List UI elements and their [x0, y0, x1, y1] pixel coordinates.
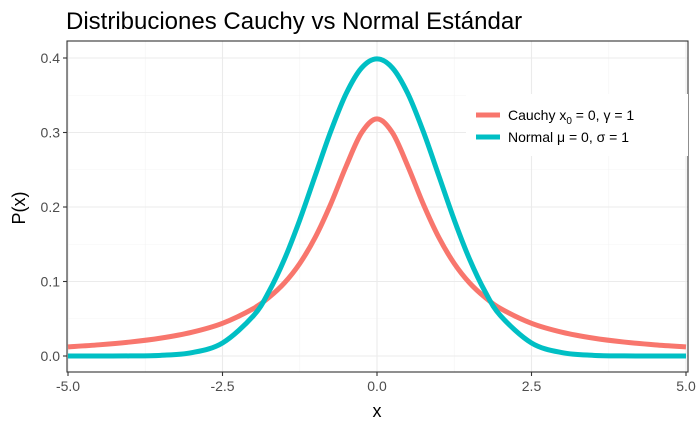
- y-tick-label: 0.0: [41, 348, 61, 364]
- y-tick-label: 0.3: [41, 125, 61, 141]
- y-tick-label: 0.4: [41, 50, 61, 66]
- y-axis-label: P(x): [9, 192, 29, 225]
- x-tick-label: 5.0: [676, 378, 696, 394]
- x-axis-label: x: [373, 401, 382, 421]
- series-line-cauchy: [67, 116, 687, 350]
- x-tick-label: 2.5: [522, 378, 542, 394]
- legend-label-normal: Normal μ = 0, σ = 1: [508, 129, 629, 145]
- x-tick-label: 0.0: [367, 378, 387, 394]
- legend: Cauchy x0 = 0, γ = 1 Normal μ = 0, σ = 1: [466, 94, 688, 156]
- x-tick-label: -2.5: [210, 378, 234, 394]
- y-tick-label: 0.1: [41, 274, 61, 290]
- y-tick-label: 0.2: [41, 199, 61, 215]
- series-layer: [67, 56, 687, 359]
- chart-title: Distribuciones Cauchy vs Normal Estándar: [66, 8, 522, 35]
- grid: [67, 41, 688, 372]
- series-line-normal: [67, 56, 687, 359]
- x-tick-label: -5.0: [56, 378, 80, 394]
- axes: -5.0 -2.5 0.0 2.5 5.0 0.0 0.1 0.2 0.3 0.4: [41, 40, 696, 394]
- legend-label-cauchy: Cauchy x0 = 0, γ = 1: [508, 107, 634, 127]
- legend-background: [466, 94, 688, 156]
